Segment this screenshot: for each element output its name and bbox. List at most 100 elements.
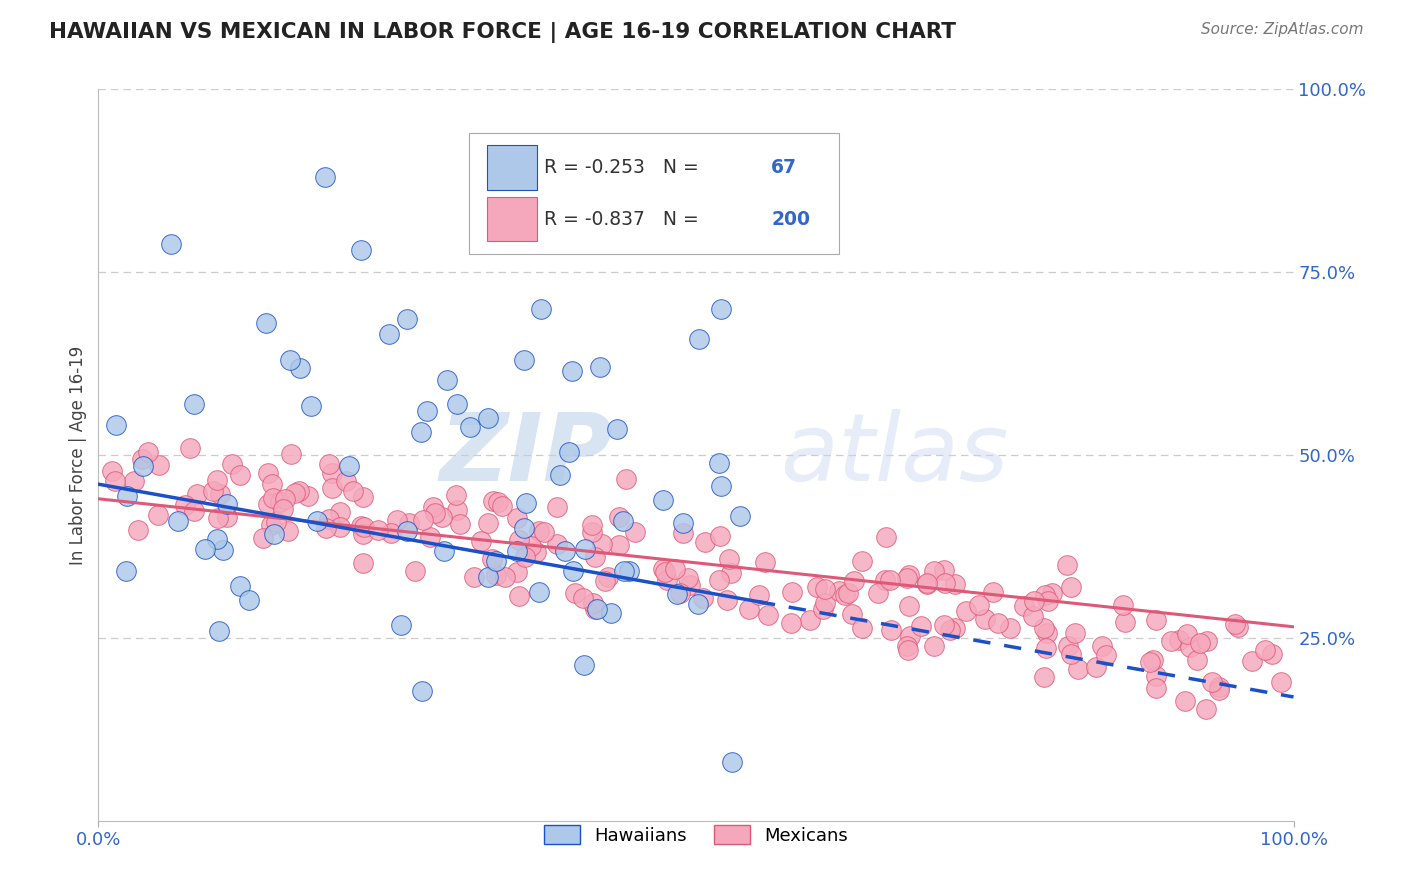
- Point: [666, 587, 689, 601]
- Point: [257, 497, 280, 511]
- Point: [485, 554, 508, 568]
- Point: [477, 411, 499, 425]
- Point: [806, 580, 828, 594]
- Point: [1114, 615, 1136, 630]
- Point: [444, 488, 467, 502]
- Point: [974, 612, 997, 626]
- Point: [458, 420, 481, 434]
- Point: [1142, 653, 1164, 667]
- Point: [412, 513, 434, 527]
- Point: [1144, 613, 1167, 627]
- Point: [710, 479, 733, 493]
- Point: [987, 615, 1010, 630]
- Point: [837, 586, 859, 600]
- Point: [513, 353, 536, 368]
- Point: [738, 602, 761, 616]
- Point: [1241, 654, 1264, 668]
- Point: [1056, 639, 1078, 653]
- Point: [529, 524, 551, 538]
- Point: [284, 486, 307, 500]
- Point: [600, 606, 623, 620]
- Point: [1036, 593, 1059, 607]
- Point: [932, 617, 955, 632]
- Point: [1084, 660, 1107, 674]
- Point: [315, 169, 337, 184]
- Point: [898, 599, 921, 614]
- Point: [260, 518, 283, 533]
- Point: [943, 576, 966, 591]
- Point: [117, 489, 139, 503]
- Point: [591, 537, 613, 551]
- Point: [834, 588, 856, 602]
- Point: [692, 591, 714, 605]
- Point: [707, 573, 730, 587]
- Point: [208, 487, 231, 501]
- Point: [607, 509, 630, 524]
- Point: [624, 524, 647, 539]
- Point: [851, 554, 873, 568]
- Point: [486, 495, 509, 509]
- Point: [583, 550, 606, 565]
- Point: [104, 474, 127, 488]
- Point: [1160, 633, 1182, 648]
- Point: [132, 459, 155, 474]
- Point: [1208, 682, 1230, 697]
- Point: [288, 360, 311, 375]
- Point: [257, 466, 280, 480]
- Point: [851, 621, 873, 635]
- FancyBboxPatch shape: [486, 145, 537, 190]
- Point: [1024, 594, 1046, 608]
- Point: [939, 624, 962, 638]
- Point: [221, 458, 243, 472]
- Point: [1022, 609, 1045, 624]
- Point: [449, 516, 471, 531]
- Point: [524, 544, 547, 558]
- Point: [520, 539, 543, 553]
- Point: [183, 504, 205, 518]
- Point: [446, 503, 468, 517]
- Point: [342, 483, 364, 498]
- Point: [229, 579, 252, 593]
- Point: [583, 602, 606, 616]
- Point: [967, 599, 990, 613]
- Point: [430, 509, 453, 524]
- Point: [652, 562, 675, 576]
- Point: [676, 571, 699, 585]
- Point: [875, 573, 897, 587]
- Point: [1189, 635, 1212, 649]
- Point: [329, 505, 352, 519]
- Point: [934, 575, 956, 590]
- Point: [614, 472, 637, 486]
- Point: [1144, 681, 1167, 695]
- Text: 200: 200: [772, 210, 810, 229]
- Point: [896, 639, 918, 653]
- Point: [1056, 558, 1078, 573]
- Point: [419, 530, 441, 544]
- Point: [378, 327, 401, 342]
- Point: [533, 525, 555, 540]
- Point: [122, 474, 145, 488]
- Point: [160, 237, 183, 252]
- Point: [205, 533, 228, 547]
- Y-axis label: In Labor Force | Age 16-19: In Labor Force | Age 16-19: [69, 345, 87, 565]
- Point: [287, 483, 309, 498]
- Point: [212, 543, 235, 558]
- Point: [898, 630, 921, 644]
- Point: [668, 586, 690, 600]
- Point: [352, 526, 374, 541]
- Point: [269, 495, 291, 509]
- Point: [897, 643, 920, 657]
- Point: [1261, 647, 1284, 661]
- Point: [716, 593, 738, 607]
- Point: [595, 574, 617, 588]
- Point: [748, 588, 770, 602]
- Point: [1227, 620, 1250, 634]
- Point: [506, 510, 529, 524]
- Point: [423, 506, 446, 520]
- Point: [572, 591, 595, 606]
- Point: [981, 585, 1004, 599]
- Point: [271, 502, 294, 516]
- Point: [321, 481, 343, 495]
- FancyBboxPatch shape: [486, 196, 537, 242]
- Point: [1035, 640, 1057, 655]
